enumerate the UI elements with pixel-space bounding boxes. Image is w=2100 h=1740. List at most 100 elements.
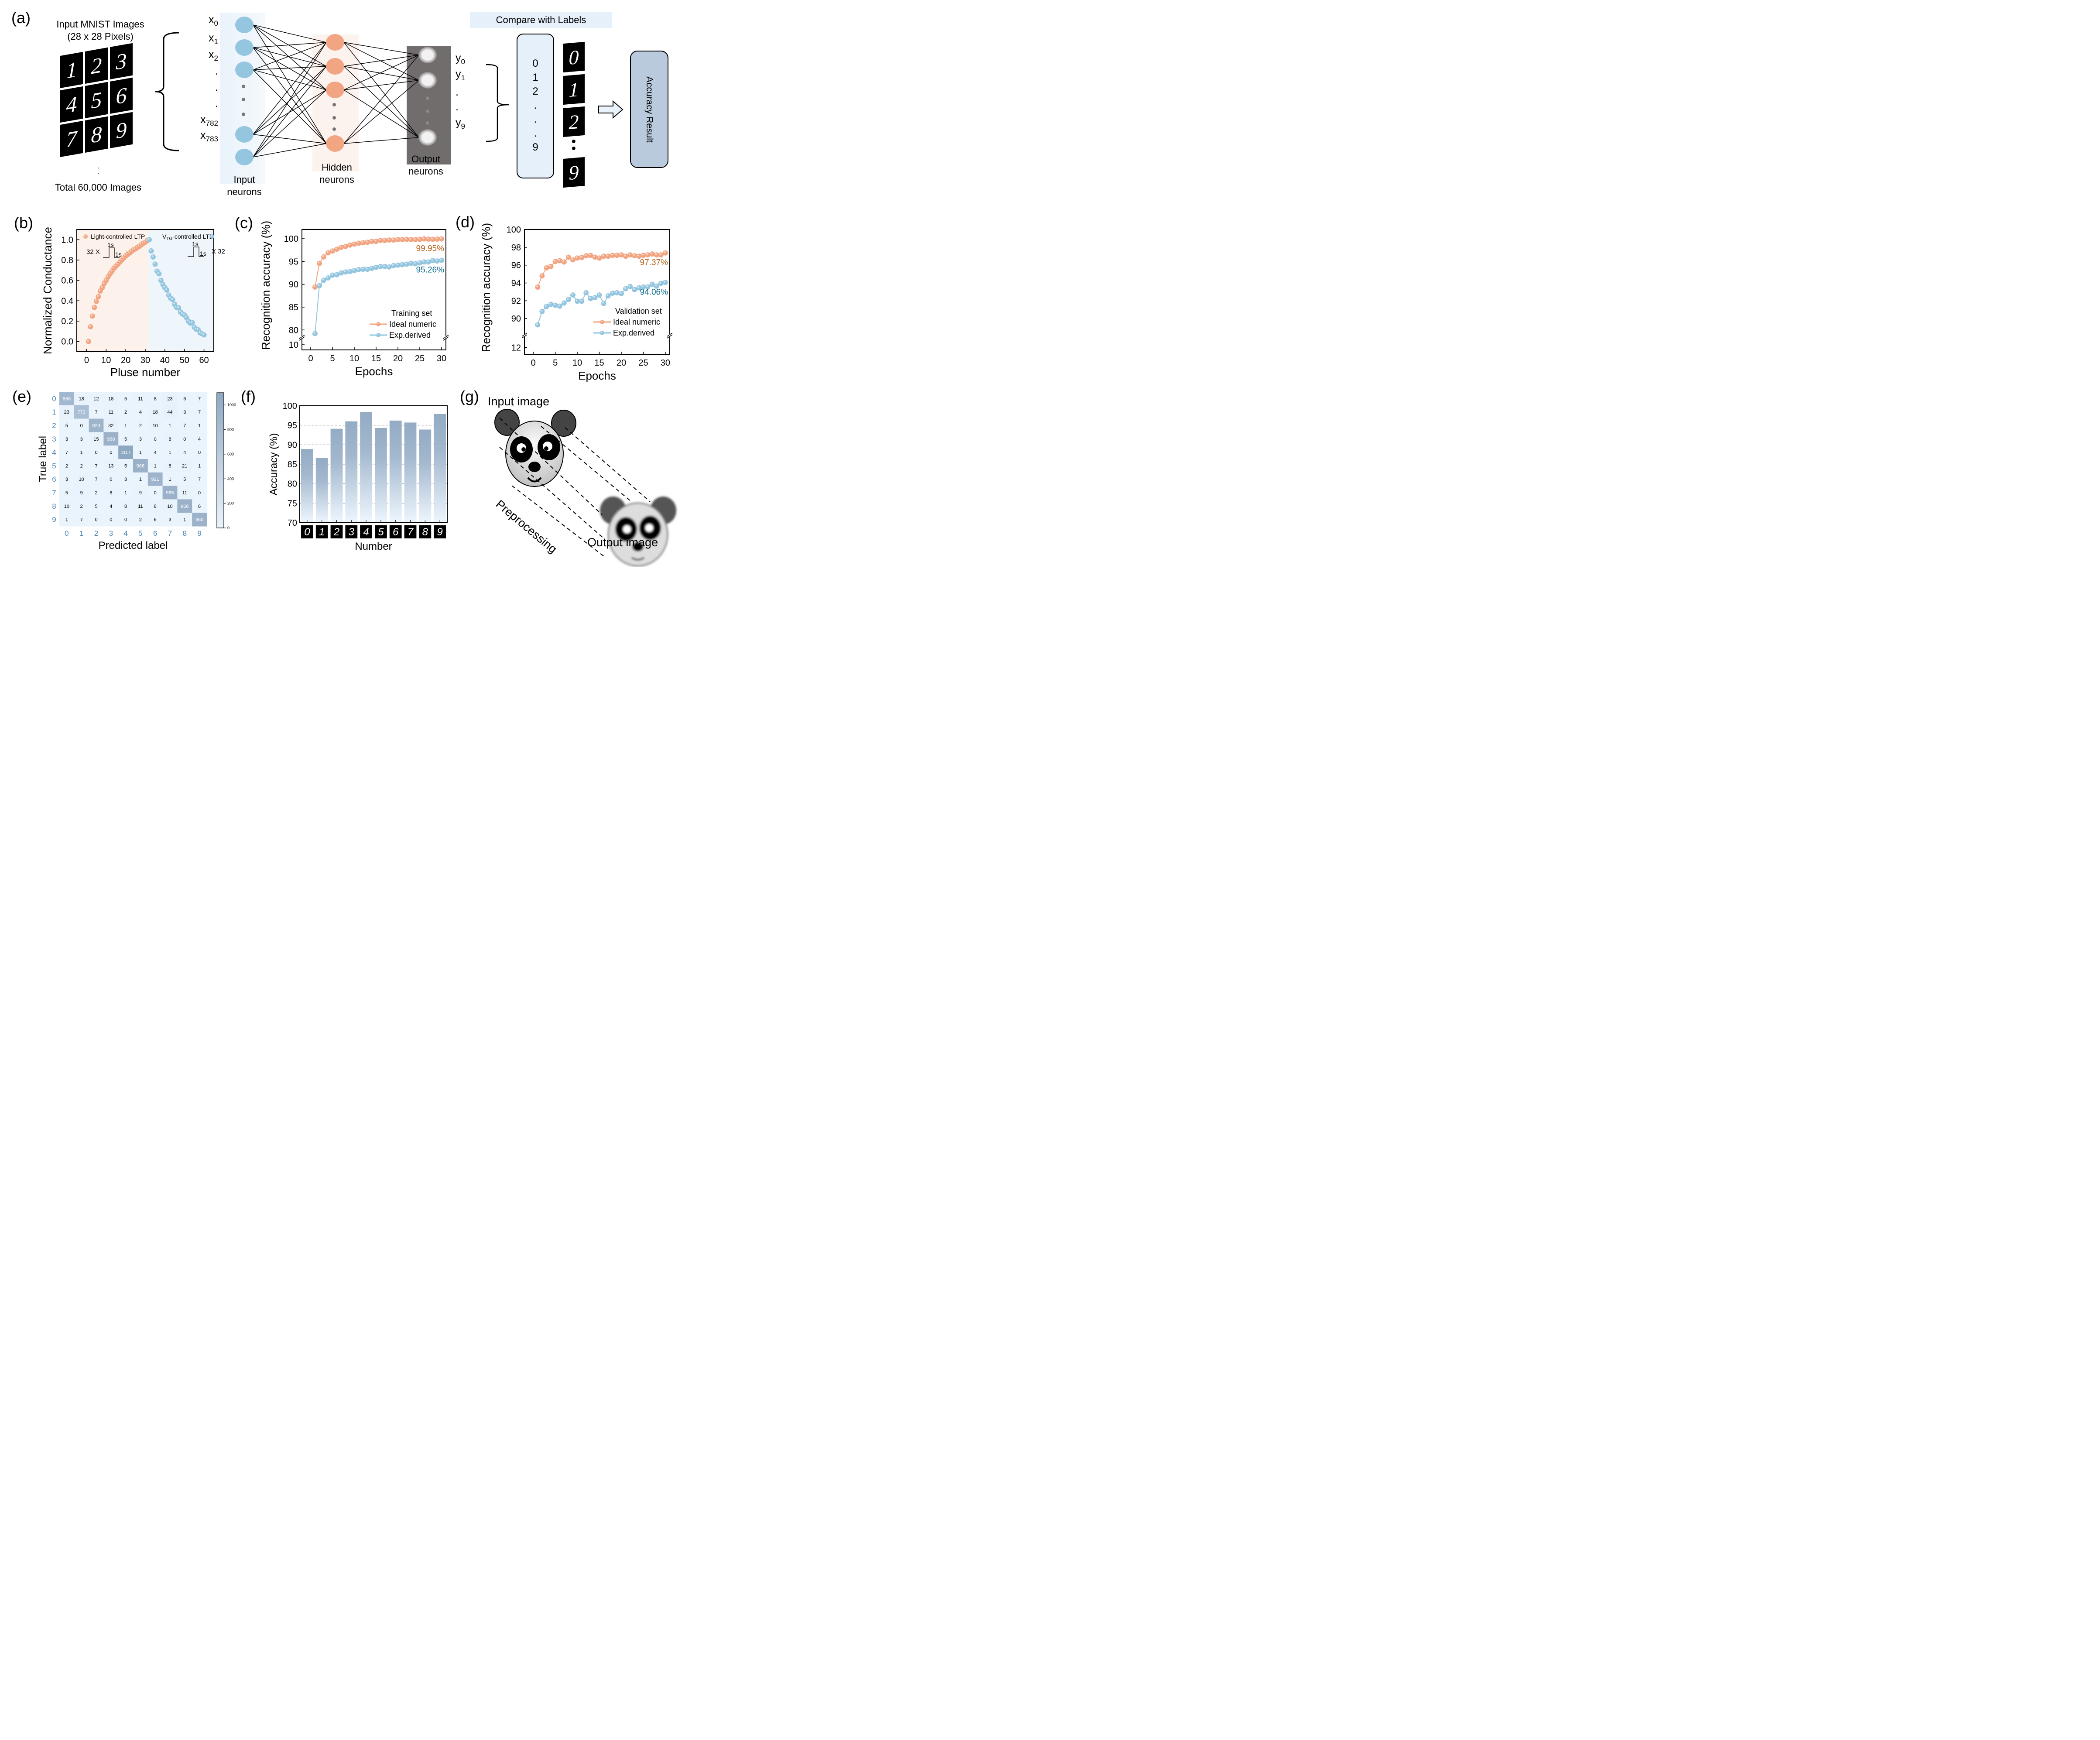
ellipsis-dot	[242, 85, 245, 88]
final-value-exp: 94.06%	[640, 288, 668, 297]
heatmap-cell	[59, 499, 75, 513]
heatmap-cell	[118, 472, 134, 486]
hidden-neurons-caption: Hidden neurons	[311, 161, 363, 186]
data-point	[658, 252, 664, 258]
heatmap-cell	[133, 459, 148, 473]
x-tick-label: 6	[393, 526, 399, 538]
x-tick-label: 9	[437, 526, 442, 538]
data-point	[535, 284, 541, 290]
data-point	[365, 267, 370, 272]
heatmap-cell	[147, 418, 163, 432]
label-column-item: .	[534, 113, 537, 125]
heatmap-cell	[133, 486, 148, 500]
x-tick-label: 8	[183, 529, 187, 538]
mnist-ellipsis: ..	[98, 163, 100, 175]
data-point	[596, 255, 602, 261]
heatmap-value: 5	[95, 504, 97, 509]
data-point	[330, 272, 335, 278]
y-tick-label: 95	[288, 421, 297, 431]
compare-labels-box	[470, 12, 612, 28]
heatmap-cell	[133, 418, 148, 432]
heatmap-value: 4	[154, 450, 157, 456]
legend-marker	[376, 333, 380, 337]
heatmap-value: 0	[154, 437, 157, 442]
heatmap-cell	[162, 445, 178, 459]
heatmap-cell	[118, 445, 134, 459]
label-column: 0 1 2... 9	[517, 57, 554, 154]
axis-break-icon	[521, 332, 528, 337]
connection-line	[253, 42, 327, 135]
data-point	[539, 308, 545, 314]
data-point	[552, 259, 558, 264]
data-point	[96, 294, 101, 299]
data-point	[360, 267, 366, 272]
y-tick-label: 92	[511, 296, 521, 306]
data-point	[575, 298, 580, 304]
legend-marker-ltd	[210, 234, 214, 239]
data-point	[395, 262, 401, 268]
x-tick-label: 30	[437, 354, 446, 363]
heatmap-value: 10	[153, 423, 158, 428]
x-tick-label: 30	[661, 358, 670, 368]
data-point	[387, 237, 392, 243]
data-point	[649, 251, 655, 257]
y-tick-label: 100	[283, 401, 297, 411]
data-point	[347, 269, 353, 274]
heatmap-cell	[118, 432, 134, 446]
data-point	[623, 286, 629, 291]
heatmap-cell	[59, 459, 75, 473]
data-point	[605, 293, 611, 299]
heatmap-value: 0	[95, 450, 97, 456]
data-point	[334, 272, 339, 277]
data-point	[170, 297, 175, 302]
y-tick-label: 98	[511, 243, 521, 253]
data-point	[654, 252, 659, 258]
heatmap-value: 6	[198, 504, 201, 509]
bar	[360, 412, 372, 523]
heatmap-value: 9	[80, 490, 83, 496]
heatmap-value: 15	[93, 437, 99, 442]
data-point	[417, 236, 422, 242]
data-point	[89, 313, 95, 319]
input-neuron-label: .	[215, 97, 218, 110]
heatmap-value: 10	[167, 504, 172, 509]
y-axis-label: True label	[37, 436, 49, 482]
heatmap-cell	[89, 499, 104, 513]
mnist-total: Total 60,000 Images	[55, 182, 142, 193]
output-image-label: Output image	[587, 536, 658, 549]
x-axis-label: Number	[355, 541, 392, 552]
connection-line	[253, 47, 327, 144]
heatmap-value: 968	[181, 504, 188, 509]
pulse-gap-ltp: 1s	[115, 251, 122, 258]
data-point	[636, 253, 642, 259]
input-neuron	[235, 126, 254, 143]
x-tick-label: 4	[363, 526, 369, 538]
data-point	[352, 268, 357, 274]
ellipsis-dot	[332, 127, 336, 131]
output-neuron	[418, 47, 437, 63]
x-tick-label: 0	[531, 358, 536, 368]
heatmap-value: 0	[198, 490, 201, 496]
heatmap-value: 1117	[121, 450, 131, 456]
data-point	[570, 257, 576, 263]
bar	[389, 420, 402, 523]
data-point	[321, 277, 326, 283]
bar	[419, 429, 432, 523]
x-tick-label: 25	[415, 354, 425, 363]
data-point	[312, 331, 318, 336]
output-caption-line1: Output	[411, 154, 441, 164]
data-point	[601, 301, 606, 306]
heatmap-cell	[89, 486, 104, 500]
output-neuron-label: y9	[456, 116, 465, 130]
heatmap-value: 3	[65, 437, 68, 442]
data-point	[356, 240, 361, 246]
label-column-item: .	[534, 127, 537, 139]
data-point	[408, 237, 414, 243]
ellipsis-dot	[242, 98, 245, 101]
heatmap-value: 11	[182, 490, 187, 496]
data-point	[641, 284, 646, 290]
digit-tile	[404, 525, 417, 538]
data-point	[636, 285, 642, 291]
connection-line	[343, 55, 419, 90]
y-tick-label: 85	[289, 303, 298, 312]
